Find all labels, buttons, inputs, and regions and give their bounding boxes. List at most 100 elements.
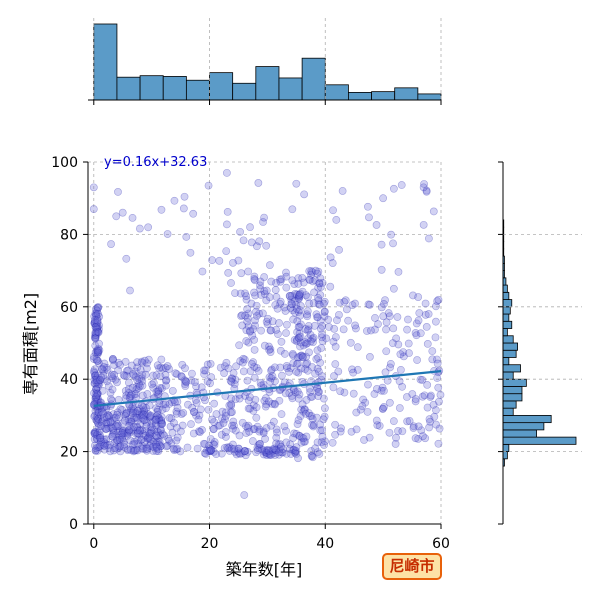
data-point [310,288,318,297]
data-point [282,283,291,292]
data-point [238,449,246,458]
data-point [94,371,102,380]
data-point [297,351,306,360]
data-point [221,415,229,424]
data-point [389,284,398,293]
data-point [314,283,323,292]
data-point [252,403,261,412]
data-point [242,295,251,304]
data-point [94,422,103,431]
data-point [313,438,322,447]
data-point [316,358,325,367]
data-point [403,325,411,334]
data-point [169,444,178,453]
data-point [203,377,212,386]
data-point [403,417,412,426]
data-point [92,325,101,333]
data-point [93,357,102,365]
data-point [156,442,165,451]
data-point [290,429,298,438]
data-point [119,371,128,379]
data-point [89,205,98,213]
data-point [89,183,98,192]
data-point [243,424,252,432]
data-point [262,317,271,326]
data-point [138,401,146,410]
data-point [301,365,309,374]
data-point [241,391,250,400]
data-point [365,433,374,442]
data-point [409,422,418,431]
data-point [230,445,239,453]
data-point [151,431,160,440]
data-point [163,362,172,370]
data-point [133,423,142,431]
data-point [360,436,368,444]
data-point [287,295,296,304]
data-point [261,402,270,411]
data-point [96,435,105,444]
data-point [394,340,403,349]
data-point [303,312,312,321]
data-point [319,299,328,308]
data-point [300,190,309,199]
data-point [290,297,299,306]
data-point [93,377,102,385]
data-point [313,384,322,393]
data-point [248,437,257,445]
data-point [223,443,232,452]
data-point [204,181,213,190]
data-point [333,316,341,325]
data-point [172,423,181,432]
data-point [158,405,167,414]
data-point [331,430,340,439]
data-point [382,318,391,327]
data-point [271,301,280,309]
data-point [281,389,290,398]
data-point [91,394,100,403]
data-point [287,450,295,458]
data-point [386,359,395,368]
data-point [152,415,161,424]
data-point [379,404,387,413]
data-point [177,410,186,419]
data-point [289,445,298,454]
data-point [152,412,161,421]
data-point [272,446,281,455]
data-point [126,417,134,426]
data-point [302,339,310,348]
data-point [272,293,281,301]
data-point [423,381,432,389]
data-point [404,339,413,348]
data-point [108,430,117,439]
data-point [318,432,327,441]
data-point [90,389,98,398]
data-point [93,314,102,323]
data-point [114,422,123,430]
data-point [128,440,137,449]
data-point [385,398,394,407]
data-point [372,416,381,425]
data-point [94,378,103,387]
data-point [330,324,339,333]
data-point [260,446,269,455]
data-point [153,434,162,442]
data-point [265,261,274,270]
data-point [314,293,322,302]
data-point [100,435,109,444]
data-point [187,420,195,429]
y-marginal-histogram [498,161,582,525]
data-point [109,354,117,363]
data-point [305,384,314,393]
data-point [133,407,142,415]
data-point [379,300,388,308]
data-point [418,432,427,441]
data-point [231,375,240,384]
data-point [421,434,430,443]
data-point [242,337,251,345]
data-point [266,345,275,354]
data-point [136,366,145,374]
data-point [91,407,100,415]
data-point [433,374,442,382]
data-point [105,444,114,452]
